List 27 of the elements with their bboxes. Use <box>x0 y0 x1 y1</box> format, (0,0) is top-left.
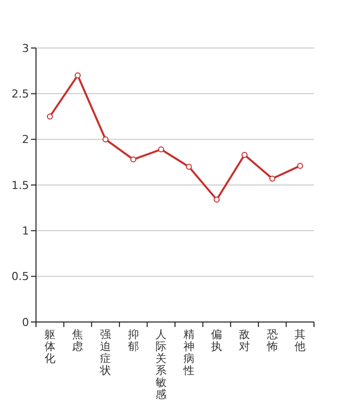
point <box>74 72 81 78</box>
point <box>269 176 276 182</box>
x-tick-label: 精神病性 <box>182 328 194 377</box>
x-tick-label: 抑郁 <box>128 328 139 353</box>
point <box>242 152 248 158</box>
point <box>214 196 220 203</box>
y-tick-label: 0.5 <box>12 270 29 284</box>
point <box>158 146 164 152</box>
point <box>102 136 108 142</box>
point <box>297 162 304 169</box>
y-tick-label: 2 <box>22 133 29 146</box>
y-tick-label: 2.5 <box>12 88 29 101</box>
y-tick-label: 3 <box>22 42 29 55</box>
point <box>130 156 136 162</box>
x-tick-label: 焦虑 <box>72 328 84 353</box>
x-tick-label: 恐怖 <box>266 328 278 353</box>
x-tick-label: 强迫症状 <box>99 328 111 377</box>
x-tick-label: 躯体化 <box>44 328 56 365</box>
x-tick-label: 偏执 <box>211 328 222 353</box>
x-tick-label: 人际关系敏感 <box>156 328 167 400</box>
point <box>46 114 53 120</box>
y-tick-label: 1.5 <box>12 178 29 192</box>
point <box>186 164 192 170</box>
x-tick-label: 其他 <box>294 328 306 353</box>
y-tick-label: 1 <box>22 224 29 238</box>
y-tick-label: 0 <box>22 316 29 329</box>
x-tick-label: 敌对 <box>239 328 250 353</box>
